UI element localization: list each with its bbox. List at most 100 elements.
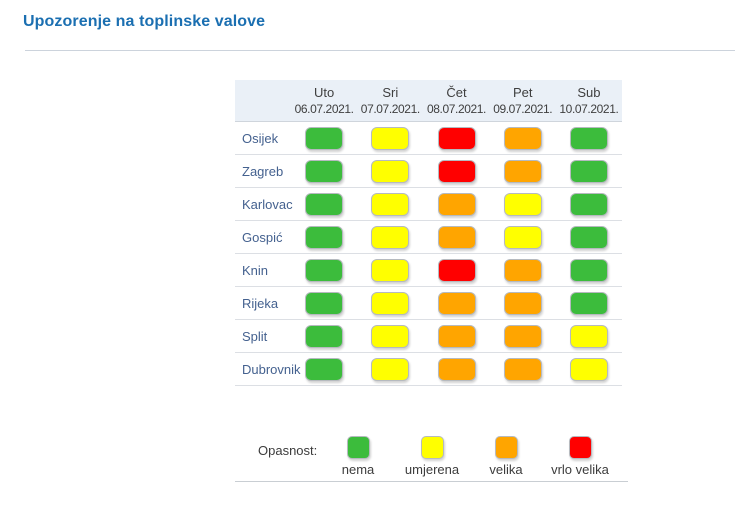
legend-item-vrlo-velika: vrlo velika [543, 436, 617, 477]
day-date-label: 08.07.2021. [427, 102, 486, 116]
city-label: Knin [242, 262, 269, 278]
header-day-sri: Sri 07.07.2021. [357, 80, 423, 121]
warning-cell-velika [437, 291, 476, 315]
legend-caption: velika [489, 462, 523, 477]
legend-swatch [346, 436, 370, 459]
legend-title: Opasnost: [258, 443, 318, 458]
cell-slot [357, 357, 423, 381]
cell-slot [490, 357, 556, 381]
warning-cell-nema [569, 126, 608, 150]
warning-cell-umjerena [371, 225, 410, 249]
cell-slot [490, 126, 556, 150]
warning-cell-nema [305, 258, 344, 282]
cell-slot [291, 357, 357, 381]
day-date-label: 07.07.2021. [360, 102, 420, 116]
cell-slot [357, 258, 423, 282]
warning-cell-umjerena [371, 192, 410, 216]
warning-cell-nema [569, 291, 608, 315]
warning-cell-nema [305, 159, 344, 183]
city-label: Zagreb [242, 163, 284, 179]
cell-slot [490, 258, 556, 282]
legend-caption: vrlo velika [551, 462, 609, 477]
warning-cell-nema [569, 225, 608, 249]
warning-cell-velika [503, 258, 542, 282]
warning-cell-velika [503, 126, 542, 150]
cell-slot [423, 225, 489, 249]
cell-slot [357, 126, 423, 150]
warning-cell-umjerena [371, 258, 410, 282]
warning-cell-velika [437, 225, 476, 249]
table-header-row: Uto 06.07.2021. Sri 07.07.2021. Čet 08.0… [235, 80, 622, 122]
cell-slot [556, 357, 622, 381]
warning-cell-vrlo-velika [437, 258, 476, 282]
table-row-dubrovnik: Dubrovnik [235, 353, 622, 386]
warning-cell-nema [569, 159, 608, 183]
warning-cell-velika [437, 357, 476, 381]
day-name-label: Sub [577, 85, 601, 100]
cell-slot [556, 126, 622, 150]
warning-cell-velika [503, 324, 542, 348]
header-city-spacer [235, 80, 291, 121]
warning-cell-vrlo-velika [437, 126, 476, 150]
table-row-karlovac: Karlovac [235, 188, 622, 221]
day-name-label: Uto [313, 85, 335, 100]
day-date-label: 09.07.2021. [493, 102, 553, 116]
cell-slot [423, 357, 489, 381]
table-row-osijek: Osijek [235, 122, 622, 155]
city-label: Rijeka [242, 295, 279, 311]
warning-cell-nema [569, 192, 608, 216]
cell-slot [490, 291, 556, 315]
warning-cell-umjerena [371, 159, 410, 183]
header-day-pet: Pet 09.07.2021. [490, 80, 556, 121]
city-label: Split [242, 328, 268, 344]
day-name-label: Sri [382, 85, 399, 100]
warning-cell-umjerena [371, 126, 410, 150]
cell-slot [357, 225, 423, 249]
cell-slot [357, 324, 423, 348]
legend-caption: umjerena [404, 462, 460, 477]
day-name-label: Pet [512, 85, 533, 100]
cell-slot [556, 324, 622, 348]
cell-slot [291, 126, 357, 150]
table-row-split: Split [235, 320, 622, 353]
warning-cell-umjerena [371, 324, 410, 348]
cell-slot [291, 324, 357, 348]
warning-cell-velika [503, 291, 542, 315]
warning-cell-umjerena [503, 225, 542, 249]
title-divider [25, 50, 735, 51]
warning-cell-vrlo-velika [437, 159, 476, 183]
day-date-label: 10.07.2021. [559, 102, 619, 116]
cell-slot [357, 192, 423, 216]
cell-slot [490, 324, 556, 348]
legend-swatch [568, 436, 592, 459]
cell-slot [423, 324, 489, 348]
legend-item-velika: velika [469, 436, 543, 477]
city-label: Karlovac [242, 196, 293, 212]
city-label: Gospić [242, 229, 283, 245]
cell-slot [556, 225, 622, 249]
cell-slot [490, 225, 556, 249]
bottom-divider [235, 481, 628, 482]
page-title: Upozorenje na toplinske valove [23, 13, 266, 30]
warning-cell-nema [305, 192, 344, 216]
warning-cell-umjerena [569, 357, 608, 381]
city-label: Osijek [242, 130, 279, 146]
warning-cell-velika [503, 159, 542, 183]
legend-caption: nema [341, 462, 375, 477]
header-day-uto: Uto 06.07.2021. [291, 80, 357, 121]
cell-slot [556, 291, 622, 315]
table-row-rijeka: Rijeka [235, 287, 622, 320]
cell-slot [556, 159, 622, 183]
legend-item-umjerena: umjerena [395, 436, 469, 477]
day-date-label: 06.07.2021. [294, 102, 354, 116]
cell-slot [291, 258, 357, 282]
warning-cell-umjerena [371, 357, 410, 381]
warning-cell-nema [305, 225, 344, 249]
cell-slot [357, 291, 423, 315]
warning-cell-nema [305, 324, 344, 348]
cell-slot [291, 159, 357, 183]
warning-cell-nema [305, 357, 344, 381]
warning-cell-velika [503, 357, 542, 381]
cell-slot [423, 159, 489, 183]
